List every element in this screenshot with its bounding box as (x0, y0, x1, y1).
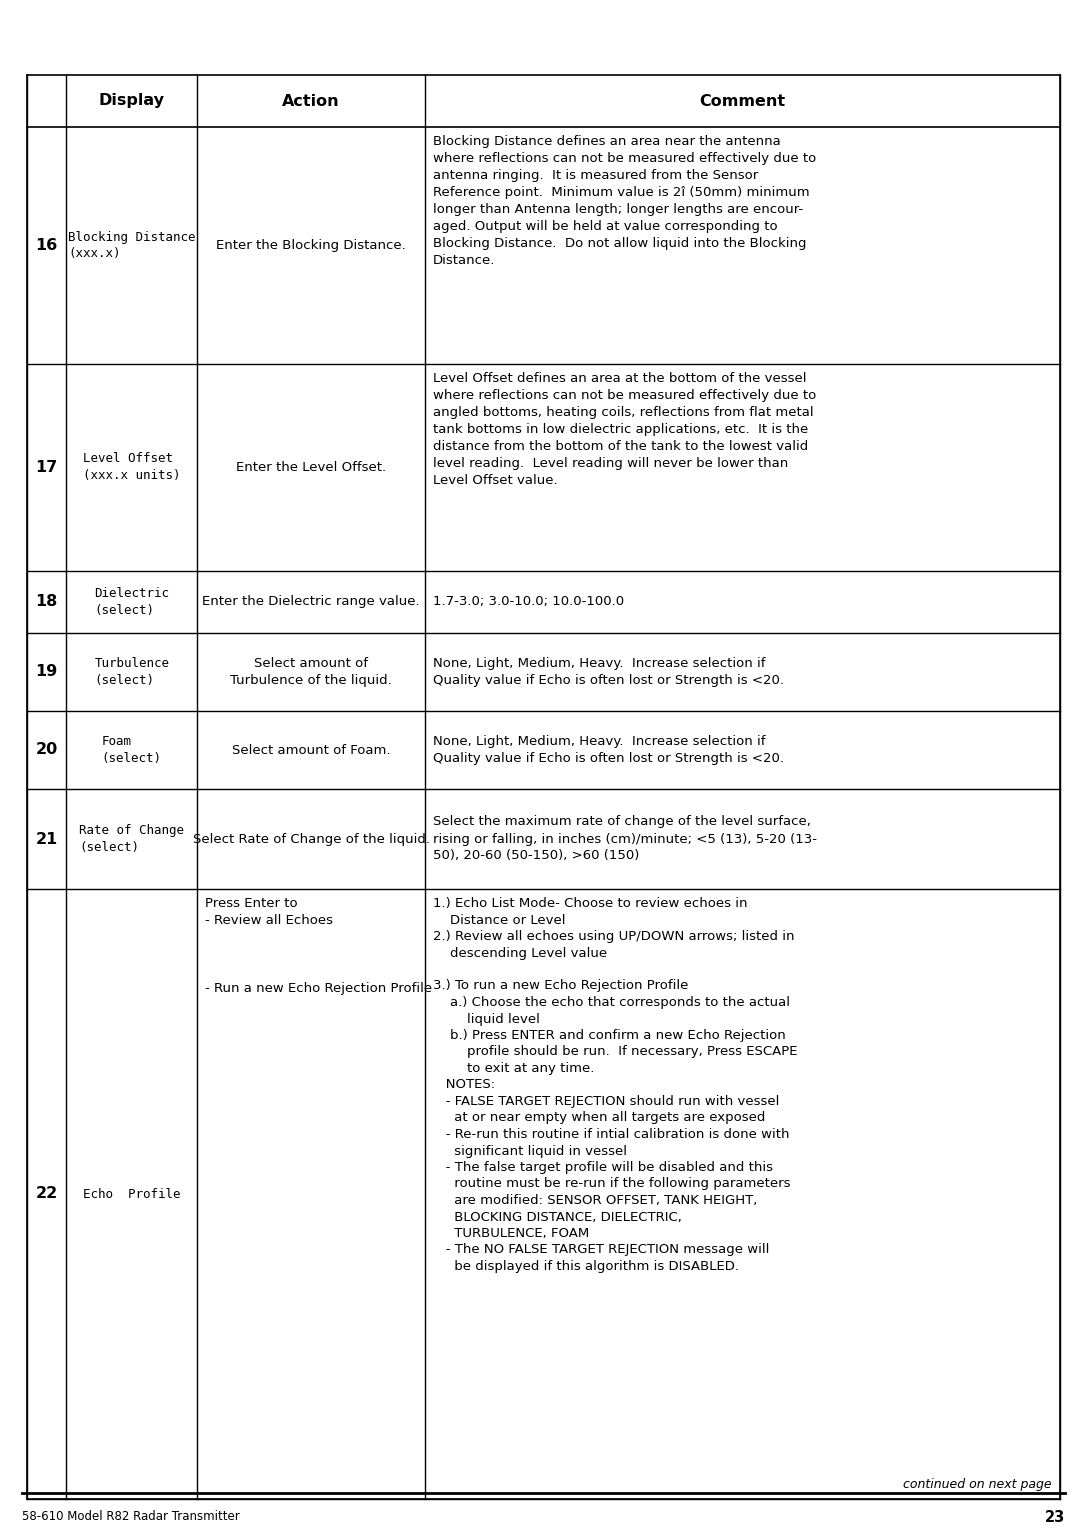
Text: - The NO FALSE TARGET REJECTION message will: - The NO FALSE TARGET REJECTION message … (433, 1243, 770, 1257)
Text: - FALSE TARGET REJECTION should run with vessel: - FALSE TARGET REJECTION should run with… (433, 1095, 779, 1108)
Text: significant liquid in vessel: significant liquid in vessel (433, 1145, 627, 1157)
Text: Blocking Distance
(xxx.x): Blocking Distance (xxx.x) (68, 231, 196, 260)
Text: Display: Display (99, 93, 165, 109)
Text: Action: Action (283, 93, 340, 109)
Text: Foam
(select): Foam (select) (102, 735, 162, 766)
Text: are modified: SENSOR OFFSET, TANK HEIGHT,: are modified: SENSOR OFFSET, TANK HEIGHT… (433, 1194, 757, 1206)
Text: routine must be re-run if the following parameters: routine must be re-run if the following … (433, 1177, 790, 1191)
Text: 20: 20 (36, 743, 58, 758)
Text: None, Light, Medium, Heavy.  Increase selection if
Quality value if Echo is ofte: None, Light, Medium, Heavy. Increase sel… (433, 735, 784, 766)
Text: descending Level value: descending Level value (433, 946, 607, 960)
Text: Distance or Level: Distance or Level (433, 914, 565, 926)
Text: 2.) Review all echoes using UP/DOWN arrows; listed in: 2.) Review all echoes using UP/DOWN arro… (433, 929, 795, 943)
Text: 17: 17 (36, 459, 58, 475)
Text: Select amount of Foam.: Select amount of Foam. (232, 744, 390, 756)
Text: Level Offset
(xxx.x units): Level Offset (xxx.x units) (83, 453, 180, 482)
Text: 1.7-3.0; 3.0-10.0; 10.0-100.0: 1.7-3.0; 3.0-10.0; 10.0-100.0 (433, 596, 624, 608)
Text: Select Rate of Change of the liquid.: Select Rate of Change of the liquid. (192, 833, 429, 845)
Text: at or near empty when all targets are exposed: at or near empty when all targets are ex… (433, 1112, 765, 1124)
Text: TURBULENCE, FOAM: TURBULENCE, FOAM (433, 1226, 589, 1240)
Text: Comment: Comment (699, 93, 786, 109)
Text: to exit at any time.: to exit at any time. (433, 1063, 595, 1075)
Text: Select the maximum rate of change of the level surface,
rising or falling, in in: Select the maximum rate of change of the… (433, 816, 816, 862)
Text: Select amount of
Turbulence of the liquid.: Select amount of Turbulence of the liqui… (230, 657, 392, 687)
Text: 23: 23 (1045, 1510, 1065, 1525)
Text: Enter the Blocking Distance.: Enter the Blocking Distance. (216, 239, 405, 253)
Text: Enter the Level Offset.: Enter the Level Offset. (236, 461, 386, 475)
Text: Enter the Dielectric range value.: Enter the Dielectric range value. (202, 596, 420, 608)
Text: Level Offset defines an area at the bottom of the vessel
where reflections can n: Level Offset defines an area at the bott… (433, 372, 816, 487)
Text: Rate of Change
(select): Rate of Change (select) (79, 824, 185, 854)
Text: profile should be run.  If necessary, Press ESCAPE: profile should be run. If necessary, Pre… (433, 1046, 797, 1058)
Text: 1.) Echo List Mode- Choose to review echoes in: 1.) Echo List Mode- Choose to review ech… (433, 897, 747, 909)
Text: liquid level: liquid level (433, 1012, 539, 1026)
Text: NOTES:: NOTES: (433, 1078, 495, 1092)
Text: - The false target profile will be disabled and this: - The false target profile will be disab… (433, 1160, 773, 1174)
Text: continued on next page: continued on next page (903, 1477, 1052, 1491)
Text: 21: 21 (36, 831, 58, 847)
Text: 58-610 Model R82 Radar Transmitter: 58-610 Model R82 Radar Transmitter (22, 1510, 240, 1523)
Text: 19: 19 (36, 664, 58, 680)
Text: Blocking Distance defines an area near the antenna
where reflections can not be : Blocking Distance defines an area near t… (433, 135, 816, 266)
Text: Dielectric
(select): Dielectric (select) (95, 586, 170, 617)
Text: a.) Choose the echo that corresponds to the actual: a.) Choose the echo that corresponds to … (433, 997, 789, 1009)
Text: BLOCKING DISTANCE, DIELECTRIC,: BLOCKING DISTANCE, DIELECTRIC, (433, 1211, 682, 1223)
Text: 22: 22 (36, 1187, 58, 1202)
Text: 16: 16 (36, 237, 58, 253)
Text: 3.) To run a new Echo Rejection Profile: 3.) To run a new Echo Rejection Profile (433, 980, 688, 992)
Text: 18: 18 (36, 594, 58, 609)
Text: Turbulence
(select): Turbulence (select) (95, 657, 170, 687)
Text: b.) Press ENTER and confirm a new Echo Rejection: b.) Press ENTER and confirm a new Echo R… (433, 1029, 786, 1043)
Text: be displayed if this algorithm is DISABLED.: be displayed if this algorithm is DISABL… (433, 1260, 739, 1272)
Text: Echo  Profile: Echo Profile (83, 1188, 180, 1200)
Text: - Re-run this routine if intial calibration is done with: - Re-run this routine if intial calibrat… (433, 1128, 789, 1141)
Text: Press Enter to
- Review all Echoes



- Run a new Echo Rejection Profile: Press Enter to - Review all Echoes - Run… (205, 897, 433, 995)
Text: None, Light, Medium, Heavy.  Increase selection if
Quality value if Echo is ofte: None, Light, Medium, Heavy. Increase sel… (433, 657, 784, 687)
